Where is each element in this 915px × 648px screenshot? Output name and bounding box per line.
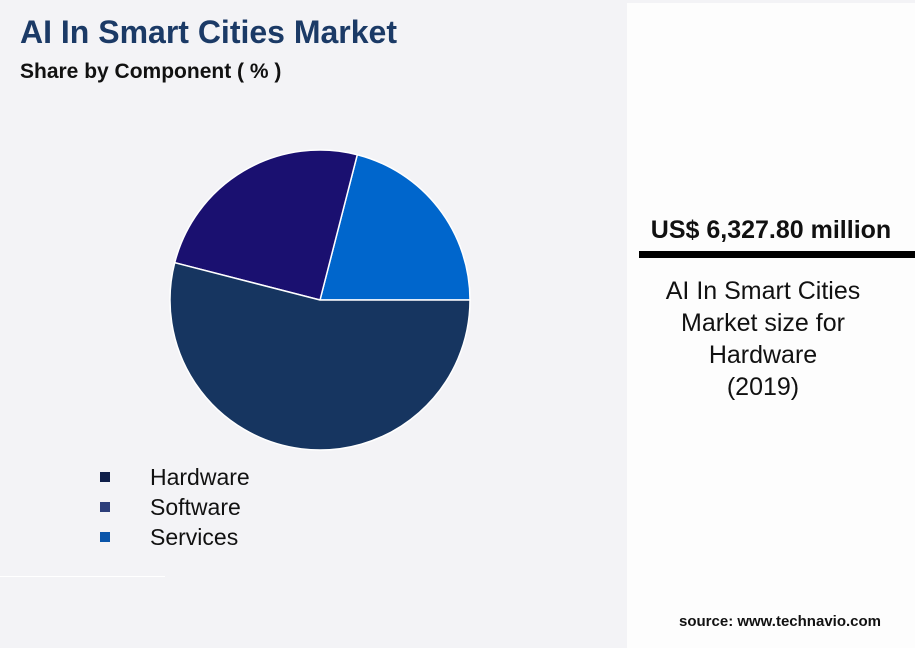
legend-swatch [100, 532, 110, 542]
legend-item-services: Services [100, 522, 250, 552]
pie-slice-hardware [169, 261, 471, 451]
legend-label: Services [150, 523, 239, 550]
pie-chart [169, 149, 471, 451]
legend-swatch [100, 502, 110, 512]
legend-item-hardware: Hardware [100, 462, 250, 492]
divider [0, 576, 165, 577]
pie-slice-services [319, 153, 471, 301]
description-line: (2019) [726, 373, 800, 401]
stat-panel: US$ 6,327.80 million AI In Smart Cities … [627, 3, 915, 648]
legend-swatch [100, 472, 110, 482]
chart-subtitle: Share by Component ( % ) [20, 60, 282, 83]
description-line: Hardware [708, 341, 818, 369]
source-note: source: www.technavio.com [679, 613, 881, 630]
description-line: Market size for [681, 309, 845, 337]
legend: Hardware Software Services [100, 462, 250, 552]
market-size-value: US$ 6,327.80 million [650, 216, 892, 244]
description-line: AI In Smart Cities [665, 277, 861, 305]
legend-label: Software [150, 493, 241, 520]
pie-slice-software [173, 149, 359, 301]
chart-title: AI In Smart Cities Market [20, 14, 397, 50]
legend-label: Hardware [150, 463, 250, 490]
market-size-description: AI In Smart Cities Market size for Hardw… [627, 275, 899, 403]
divider [639, 251, 915, 258]
legend-item-software: Software [100, 492, 250, 522]
